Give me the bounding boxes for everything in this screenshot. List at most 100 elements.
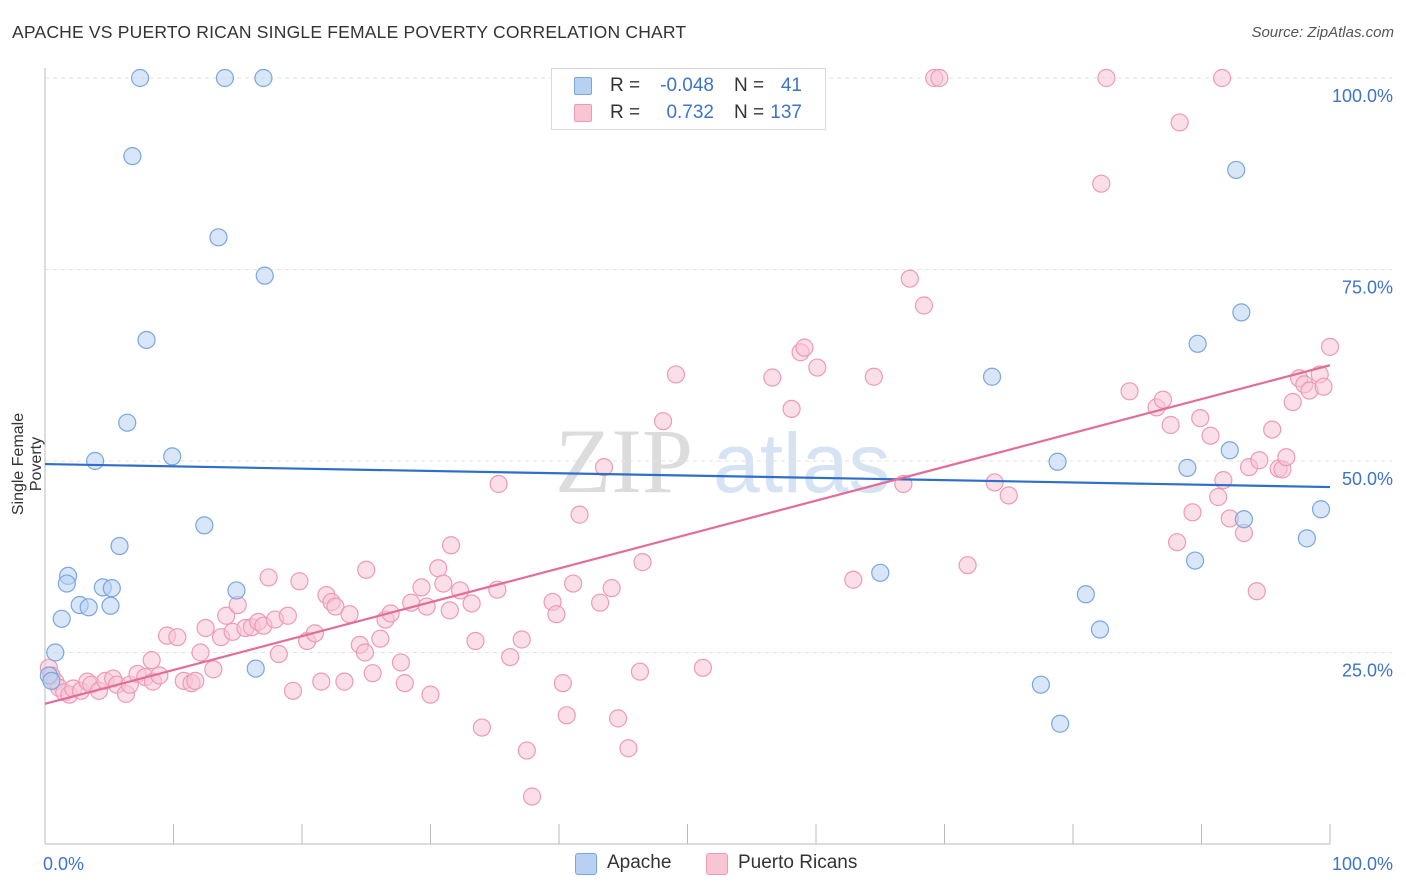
legend-n-label: N = bbox=[734, 75, 765, 96]
legend-r-value: 0.732 bbox=[666, 102, 714, 123]
apache-trend-line bbox=[44, 462, 1331, 489]
data-point bbox=[1201, 426, 1220, 445]
data-point bbox=[522, 787, 542, 806]
data-point bbox=[440, 601, 459, 620]
data-point bbox=[326, 597, 345, 616]
data-point bbox=[1250, 451, 1269, 470]
y-tick-label: 100.0% bbox=[1332, 86, 1393, 106]
data-point bbox=[763, 368, 782, 387]
chart-title: APACHE VS PUERTO RICAN SINGLE FEMALE POV… bbox=[12, 22, 687, 42]
data-point bbox=[591, 593, 610, 612]
data-point bbox=[168, 628, 187, 647]
legend-r-label: R = bbox=[610, 75, 641, 96]
x-tick-label: 0.0% bbox=[43, 854, 84, 874]
data-point bbox=[1234, 510, 1254, 529]
data-point bbox=[864, 367, 883, 386]
data-point bbox=[1311, 500, 1331, 519]
data-point bbox=[204, 660, 223, 679]
data-point bbox=[602, 579, 621, 598]
data-point bbox=[209, 228, 228, 247]
data-point bbox=[142, 651, 161, 670]
data-point bbox=[278, 606, 297, 625]
data-point bbox=[1120, 382, 1139, 401]
data-point bbox=[227, 581, 246, 600]
series-legend: Apache Puerto Ricans bbox=[0, 852, 1406, 878]
data-point bbox=[118, 413, 137, 432]
data-point bbox=[1297, 529, 1316, 548]
data-point bbox=[1314, 377, 1333, 396]
data-point bbox=[1076, 585, 1095, 604]
data-point bbox=[46, 643, 65, 662]
data-point bbox=[421, 685, 440, 704]
data-point bbox=[1283, 392, 1302, 412]
data-point bbox=[312, 672, 331, 691]
apache-swatch bbox=[575, 853, 597, 875]
data-point bbox=[254, 68, 273, 88]
legend-n-value: 137 bbox=[770, 102, 802, 123]
data-point bbox=[553, 674, 572, 693]
data-point bbox=[1161, 415, 1180, 435]
data-point bbox=[557, 706, 576, 725]
data-point bbox=[434, 574, 453, 593]
trend-lines bbox=[44, 364, 1331, 705]
data-point bbox=[1097, 68, 1116, 88]
data-point bbox=[79, 598, 98, 617]
data-point bbox=[283, 681, 303, 700]
data-point bbox=[269, 644, 288, 664]
data-point bbox=[290, 572, 309, 591]
apache-swatch bbox=[574, 77, 592, 95]
data-point bbox=[930, 68, 949, 88]
watermark-atlas: atlas bbox=[713, 416, 890, 510]
data-point bbox=[395, 674, 414, 693]
data-point bbox=[693, 658, 713, 677]
data-point bbox=[391, 653, 411, 672]
data-point bbox=[1153, 390, 1173, 409]
data-point bbox=[355, 643, 375, 662]
data-point bbox=[1209, 487, 1228, 507]
data-point bbox=[900, 269, 919, 288]
x-tick-label: 100.0% bbox=[1332, 854, 1393, 874]
data-point bbox=[195, 516, 214, 535]
data-point bbox=[1247, 582, 1266, 601]
source-label: Source: ZipAtlas.com bbox=[1251, 24, 1394, 41]
data-point bbox=[666, 365, 686, 384]
legend-label-apache: Apache bbox=[607, 852, 672, 873]
data-point bbox=[1220, 441, 1239, 460]
data-point bbox=[808, 358, 827, 377]
data-point bbox=[1227, 160, 1246, 180]
data-point bbox=[871, 563, 890, 582]
y-tick-label: 75.0% bbox=[1342, 278, 1393, 298]
data-point bbox=[795, 338, 814, 357]
data-point bbox=[371, 629, 390, 648]
stats-legend: R = -0.048 N = 41 R = 0.732 N = 137 bbox=[551, 68, 826, 130]
y-tick-label: 25.0% bbox=[1342, 661, 1393, 681]
y-tick-label: 50.0% bbox=[1342, 469, 1393, 489]
apache-points bbox=[39, 68, 1331, 733]
data-point bbox=[982, 367, 1002, 386]
data-point bbox=[123, 147, 142, 166]
data-point bbox=[357, 560, 376, 579]
data-point bbox=[1048, 452, 1067, 471]
data-point bbox=[1178, 458, 1197, 477]
data-point bbox=[340, 605, 359, 624]
data-point bbox=[215, 68, 234, 88]
puerto-ricans-swatch bbox=[706, 853, 728, 875]
legend-label-puerto-ricans: Puerto Ricans bbox=[738, 852, 858, 873]
data-point bbox=[186, 671, 205, 690]
tick-labels: 25.0% 50.0% 75.0% 100.0% 0.0% 100.0% bbox=[43, 86, 1393, 874]
data-point bbox=[1170, 113, 1189, 132]
data-point bbox=[441, 536, 461, 555]
data-point bbox=[217, 606, 236, 625]
data-point bbox=[1031, 675, 1050, 694]
data-point bbox=[489, 474, 508, 494]
data-point bbox=[609, 709, 628, 728]
data-point bbox=[512, 630, 531, 649]
legend-n-value: 41 bbox=[780, 75, 802, 96]
data-point bbox=[1277, 448, 1296, 467]
legend-n-label: N = bbox=[734, 102, 765, 123]
data-point bbox=[1051, 714, 1070, 733]
data-point bbox=[547, 605, 566, 624]
data-point bbox=[42, 671, 61, 690]
data-point bbox=[101, 596, 120, 615]
data-point bbox=[57, 574, 76, 593]
